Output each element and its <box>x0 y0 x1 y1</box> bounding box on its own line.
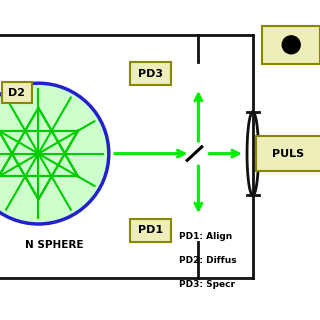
Text: PD1: PD1 <box>138 225 163 236</box>
FancyBboxPatch shape <box>256 136 320 171</box>
FancyBboxPatch shape <box>130 219 171 242</box>
Text: N SPHERE: N SPHERE <box>25 240 84 250</box>
Text: D2: D2 <box>8 88 25 98</box>
Text: PD3: Specr: PD3: Specr <box>179 280 235 289</box>
Text: PD1: Align: PD1: Align <box>179 232 232 241</box>
Circle shape <box>0 83 109 224</box>
Text: PD2: Diffus: PD2: Diffus <box>179 256 237 265</box>
Text: PULS: PULS <box>272 148 304 159</box>
Circle shape <box>282 36 300 54</box>
Text: PD3: PD3 <box>138 68 163 79</box>
FancyBboxPatch shape <box>2 83 32 103</box>
FancyBboxPatch shape <box>262 26 320 64</box>
FancyBboxPatch shape <box>130 62 171 85</box>
